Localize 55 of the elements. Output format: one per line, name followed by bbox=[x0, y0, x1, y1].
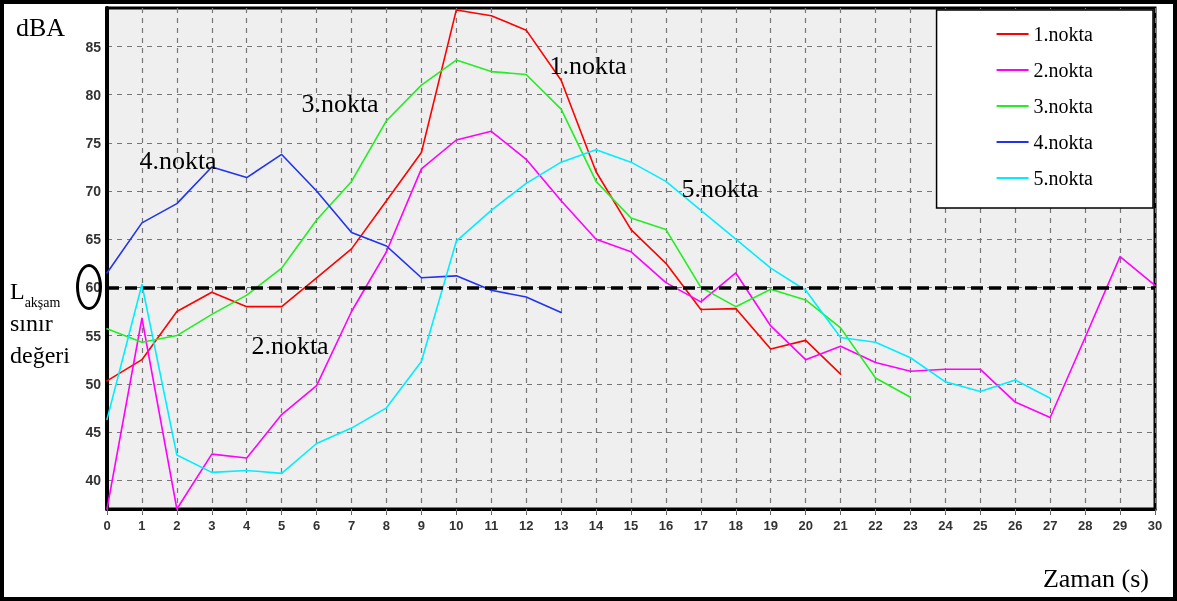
x-tick-label: 21 bbox=[833, 518, 848, 533]
y-tick-label: 85 bbox=[85, 38, 102, 55]
line-series bbox=[106, 59, 912, 399]
x-tick-label: 8 bbox=[382, 518, 391, 533]
legend-label: 4.nokta bbox=[1033, 131, 1094, 153]
x-tick-label: 14 bbox=[588, 518, 605, 533]
x-axis-title: Zaman (s) bbox=[1042, 563, 1149, 593]
x-tick-label: 16 bbox=[658, 518, 674, 533]
y-tick-label: 55 bbox=[85, 327, 102, 344]
line-series bbox=[106, 153, 562, 314]
x-tick-label: 0 bbox=[103, 518, 111, 533]
x-tick-label: 19 bbox=[763, 518, 778, 533]
annotation: 5.nokta bbox=[681, 173, 760, 203]
y-tick-label: 80 bbox=[85, 86, 102, 103]
x-tick-label: 23 bbox=[903, 518, 918, 533]
legend-label: 5.nokta bbox=[1033, 167, 1094, 189]
x-tick-label: 7 bbox=[347, 518, 356, 533]
annotation: 3.nokta bbox=[301, 88, 380, 118]
x-tick-label: 20 bbox=[798, 518, 813, 533]
x-tick-label: 1 bbox=[138, 518, 146, 533]
x-tick-label: 27 bbox=[1042, 518, 1058, 533]
x-tick-label: 26 bbox=[1008, 518, 1023, 533]
x-tick-label: 3 bbox=[208, 518, 216, 533]
y-tick-label: 45 bbox=[85, 423, 102, 440]
annotation: 4.nokta bbox=[139, 145, 218, 175]
x-tick-label: 5 bbox=[278, 518, 286, 533]
x-tick-label: 24 bbox=[938, 518, 954, 533]
legend-label: 2.nokta bbox=[1033, 59, 1094, 81]
x-tick-label: 22 bbox=[868, 518, 883, 533]
y-tick-label: 75 bbox=[85, 134, 102, 151]
x-tick-label: 18 bbox=[728, 518, 744, 533]
x-tick-label: 2 bbox=[173, 518, 181, 533]
x-tick-label: 30 bbox=[1147, 518, 1163, 533]
x-tick-label: 10 bbox=[449, 518, 464, 533]
x-tick-label: 12 bbox=[518, 518, 534, 533]
y-axis-title: dBA bbox=[16, 12, 66, 42]
y-tick-label: 70 bbox=[85, 183, 102, 200]
legend-label: 3.nokta bbox=[1033, 95, 1094, 117]
y-tick-label: 50 bbox=[85, 375, 102, 392]
annotation: 1.nokta bbox=[549, 50, 628, 80]
x-tick-label: 25 bbox=[973, 518, 988, 533]
x-tick-label: 9 bbox=[417, 518, 426, 533]
x-tick-label: 11 bbox=[484, 518, 499, 533]
x-tick-label: 4 bbox=[243, 518, 252, 533]
annotation: 2.nokta bbox=[251, 330, 330, 360]
x-tick-label: 28 bbox=[1077, 518, 1093, 533]
line-series bbox=[106, 9, 842, 382]
legend-label: 1.nokta bbox=[1033, 23, 1094, 45]
y-tick-label: 65 bbox=[85, 231, 102, 248]
x-tick-label: 6 bbox=[312, 518, 321, 533]
x-tick-label: 15 bbox=[623, 518, 639, 533]
x-tick-label: 29 bbox=[1112, 518, 1128, 533]
x-tick-label: 13 bbox=[553, 518, 569, 533]
x-tick-label: 17 bbox=[693, 518, 709, 533]
y-tick-label: 40 bbox=[85, 472, 102, 489]
